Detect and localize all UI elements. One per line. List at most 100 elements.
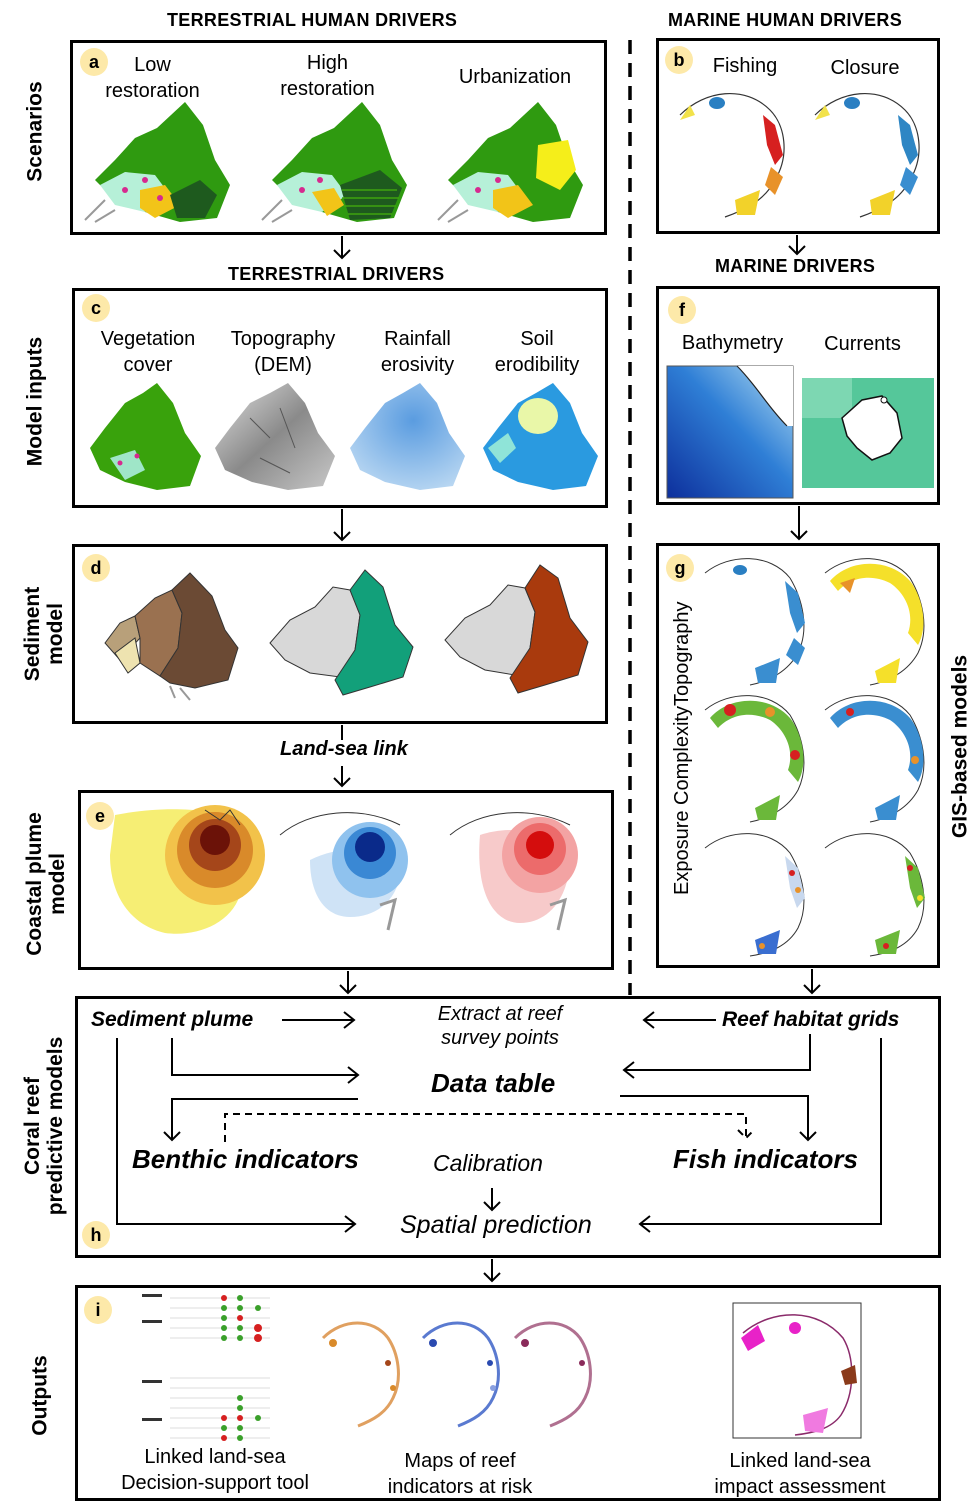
impact-line2: impact assessment	[714, 1476, 886, 1498]
arrow-left-to-spatial	[116, 1038, 357, 1233]
extract-survey-node: Extract at reef survey points	[420, 1002, 580, 1050]
arrow-plume-to-table	[171, 1038, 360, 1084]
sediment-map-watersheds	[104, 572, 239, 701]
bathymetry-label: Bathymetry	[681, 332, 784, 354]
soil-erodibility-map	[483, 383, 598, 490]
scenario-map-low	[84, 102, 230, 223]
low-restoration-line2: restoration	[105, 80, 200, 102]
panel-c-badge: c	[82, 294, 110, 322]
impact-assessment-label: Linked land-sea impact assessment	[690, 1448, 910, 1500]
rainfall-line2: erosivity	[380, 354, 455, 376]
reef-habitat-grids-node: Reef habitat grids	[722, 1008, 900, 1031]
decision-tool-label: Linked land-sea Decision-support tool	[100, 1444, 330, 1496]
marine-human-drivers-header: MARINE HUMAN DRIVERS	[668, 10, 903, 30]
impact-assessment-map	[732, 1302, 862, 1439]
terrestrial-human-drivers-header: TERRESTRIAL HUMAN DRIVERS	[167, 10, 458, 30]
panel-g-badge: g	[666, 554, 694, 582]
panel-b-badge: b	[665, 46, 693, 74]
low-restoration-label: Low restoration	[90, 52, 215, 104]
soil-line1: Soil	[520, 328, 554, 350]
arrow-calibration-to-spatial	[483, 1188, 501, 1212]
arrow-d-to-e	[333, 725, 351, 788]
panel-e-badge: e	[86, 802, 114, 830]
maps-at-risk-label: Maps of reef indicators at risk	[365, 1448, 555, 1500]
fish-indicators-node: Fish indicators	[673, 1144, 858, 1174]
extract-line2: survey points	[441, 1027, 559, 1049]
arrow-c-to-d	[333, 509, 351, 542]
arrow-h-to-i	[483, 1259, 501, 1283]
arrow-grids-to-table	[622, 1034, 811, 1079]
benthic-indicators-node: Benthic indicators	[132, 1144, 359, 1174]
rainfall-erosivity-label: Rainfall erosivity	[360, 326, 475, 378]
topography-map-1	[704, 558, 805, 686]
vegetation-line2: cover	[123, 354, 173, 376]
closure-label: Closure	[830, 57, 900, 79]
panel-d-badge: d	[82, 554, 110, 582]
topography-dem-label: Topography (DEM)	[218, 326, 348, 378]
bathymetry-map	[666, 365, 794, 499]
rainfall-erosivity-map	[350, 383, 465, 490]
reef-indicator-map-blue	[421, 1321, 500, 1428]
reef-indicator-map-orange	[321, 1321, 400, 1428]
complexity-map-2	[824, 695, 925, 823]
sediment-map-teal	[269, 569, 414, 696]
exposure-map-2	[824, 833, 925, 957]
panel-h-badge: h	[82, 1221, 110, 1249]
currents-map	[802, 378, 934, 488]
maps-at-risk-line1: Maps of reef	[404, 1450, 516, 1472]
high-restoration-label: High restoration	[265, 50, 390, 102]
extract-line1: Extract at reef	[437, 1003, 563, 1025]
topography-line2: (DEM)	[254, 354, 312, 376]
currents-label: Currents	[824, 333, 901, 355]
panel-f-badge: f	[668, 296, 696, 324]
decision-tool-line1: Linked land-sea	[144, 1446, 286, 1468]
data-table-node: Data table	[431, 1068, 556, 1098]
soil-erodibility-label: Soil erodibility	[482, 326, 592, 378]
vegetation-cover-label: Vegetation cover	[88, 326, 208, 378]
plume-map-sediment	[110, 805, 265, 934]
decision-tool-chart	[142, 1294, 270, 1441]
fishing-map	[679, 92, 785, 218]
high-restoration-line2: restoration	[280, 78, 375, 100]
topography-line1: Topography	[230, 328, 336, 350]
closure-map	[814, 92, 920, 218]
panel-h-coral-reef-models	[75, 996, 941, 1258]
panel-a-badge: a	[80, 48, 108, 76]
arrow-right-to-spatial	[638, 1038, 882, 1233]
fishing-label: Fishing	[712, 55, 778, 77]
dashed-calibration-link	[224, 1113, 755, 1142]
vertical-dashed-divider	[628, 40, 632, 995]
marine-drivers-header: MARINE DRIVERS	[715, 256, 876, 276]
sediment-map-rust	[444, 564, 589, 694]
arrow-e-to-h	[339, 971, 357, 995]
maps-at-risk-line2: indicators at risk	[387, 1476, 533, 1498]
topography-dem-map	[215, 383, 335, 490]
urbanization-label: Urbanization	[458, 66, 572, 88]
vegetation-cover-map	[90, 383, 201, 490]
calibration-node: Calibration	[433, 1150, 543, 1176]
arrow-a-to-c	[333, 236, 351, 260]
arrow-g-to-h	[803, 969, 821, 995]
land-sea-link-label: Land-sea link	[280, 738, 408, 760]
plume-map-red	[449, 812, 578, 931]
sediment-plume-node: Sediment plume	[91, 1008, 254, 1031]
soil-line2: erodibility	[494, 354, 580, 376]
scenario-map-urban	[437, 102, 583, 223]
arrow-table-to-fish	[620, 1095, 817, 1142]
high-restoration-line1: High	[306, 52, 349, 74]
low-restoration-line1: Low	[134, 54, 171, 76]
panel-i-badge: i	[84, 1296, 112, 1324]
topography-map-2	[824, 558, 925, 686]
complexity-map-1	[704, 695, 805, 823]
arrow-plume-to-extract	[282, 1011, 356, 1029]
decision-tool-line2: Decision-support tool	[121, 1472, 309, 1494]
terrestrial-drivers-header: TERRESTRIAL DRIVERS	[228, 264, 445, 284]
rainfall-line1: Rainfall	[384, 328, 451, 350]
spatial-prediction-node: Spatial prediction	[400, 1211, 592, 1239]
arrow-grids-to-extract	[642, 1011, 716, 1029]
vegetation-line1: Vegetation	[100, 328, 196, 350]
arrow-f-to-g	[790, 506, 808, 541]
arrow-table-to-benthic	[163, 1098, 358, 1142]
exposure-map-1	[704, 833, 805, 957]
